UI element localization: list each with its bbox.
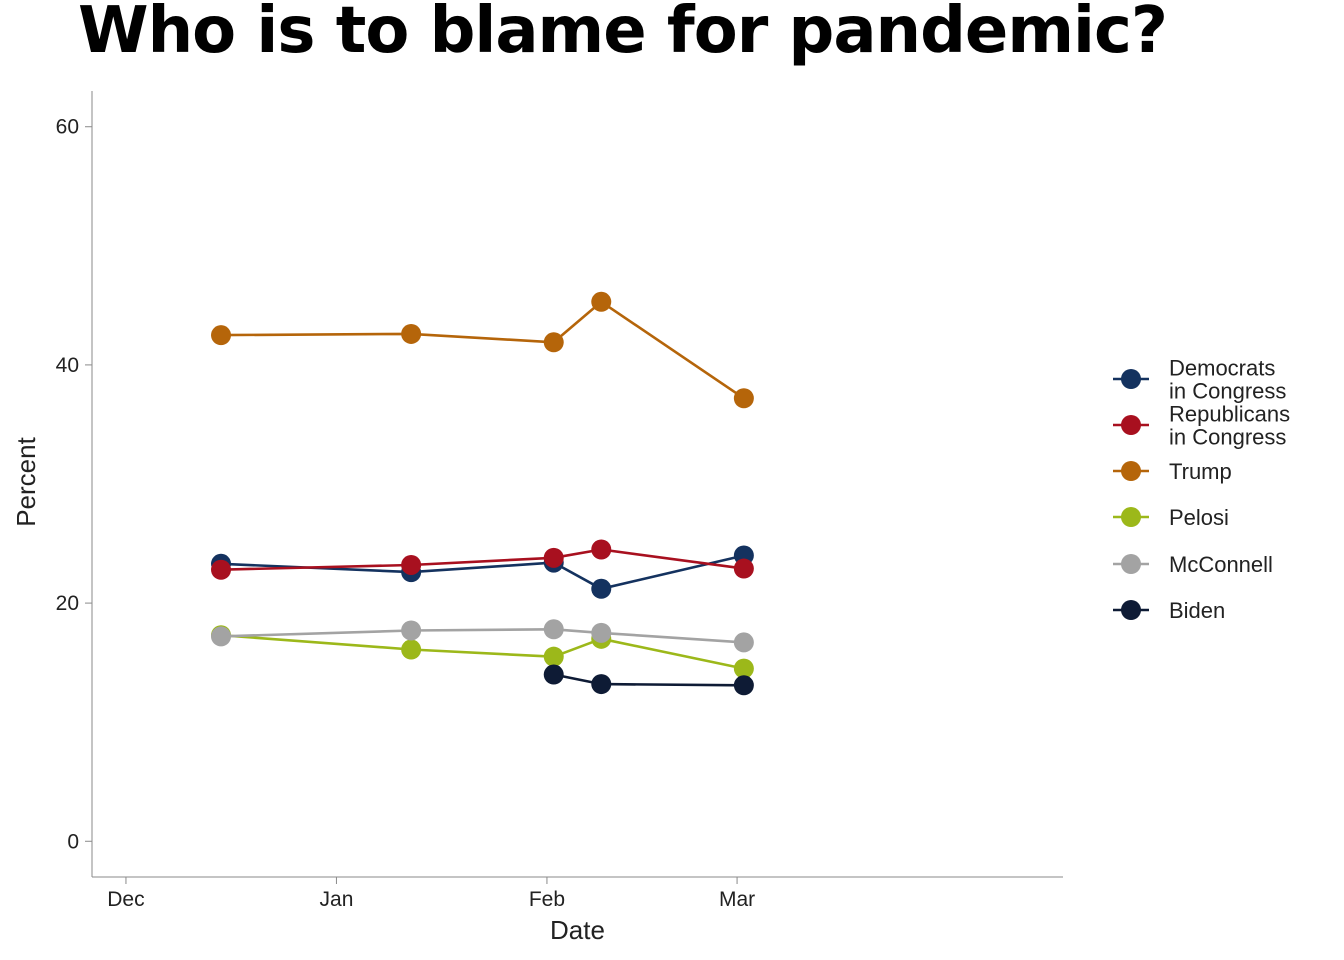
x-tick-label: Feb [529,888,565,911]
y-tick-label: 0 [67,830,79,853]
data-point [733,658,754,679]
x-axis-ticks: Dec Jan Feb Mar [107,877,755,911]
data-point [401,620,422,641]
series-line [220,633,745,670]
data-point [211,626,232,647]
data-point [543,619,564,640]
legend-item: Democrats in Congress [1113,356,1286,404]
data-point [591,674,612,695]
series-biden [543,664,754,696]
legend-item: Republicans in Congress [1113,402,1290,450]
y-tick-label: 20 [56,592,79,615]
x-tick-label: Mar [719,888,755,911]
series-democrats-in-congress [211,545,754,599]
legend-item: Pelosi [1113,505,1229,530]
y-tick-label: 40 [56,354,79,377]
legend-item: Trump [1113,459,1232,484]
y-axis-ticks: 0 20 40 60 [56,116,92,853]
data-point [591,291,612,312]
y-axis-title: Percent [11,436,41,526]
legend-item: Biden [1113,598,1225,623]
data-point [401,323,422,344]
data-point [543,646,564,667]
data-point [543,547,564,568]
legend-label: Pelosi [1169,505,1229,530]
x-tick-label: Jan [320,888,354,911]
data-point [733,388,754,409]
data-point [591,622,612,643]
data-point [591,578,612,599]
series-line [553,673,744,687]
legend-label: Trump [1169,459,1232,484]
series-trump [211,291,754,409]
series-line [220,300,745,400]
series-republicans-in-congress [211,539,754,580]
legend-swatch-dot [1121,461,1141,481]
legend-item: McConnell [1113,552,1273,577]
x-tick-label: Dec [107,888,144,911]
legend-swatch-dot [1121,369,1141,389]
legend-swatch-dot [1121,507,1141,527]
data-point [733,675,754,696]
legend-swatch-dot [1121,600,1141,620]
series-group [211,291,754,696]
data-point [543,664,564,685]
legend-label: Democrats in Congress [1169,356,1286,404]
y-tick-label: 60 [56,116,79,139]
series-mcconnell [211,619,754,653]
legend-swatch-dot [1121,415,1141,435]
chart-title: Who is to blame for pandemic? [78,0,1168,68]
data-point [733,632,754,653]
data-point [401,639,422,660]
data-point [401,554,422,575]
data-point [543,332,564,353]
data-point [591,539,612,560]
legend-swatch-dot [1121,554,1141,574]
x-axis-title: Date [550,915,605,945]
legend-label: Republicans in Congress [1169,402,1290,450]
data-point [733,558,754,579]
legend-label: McConnell [1169,552,1273,577]
axes [91,91,1063,878]
legend-label: Biden [1169,598,1225,623]
data-point [211,325,232,346]
data-point [211,559,232,580]
